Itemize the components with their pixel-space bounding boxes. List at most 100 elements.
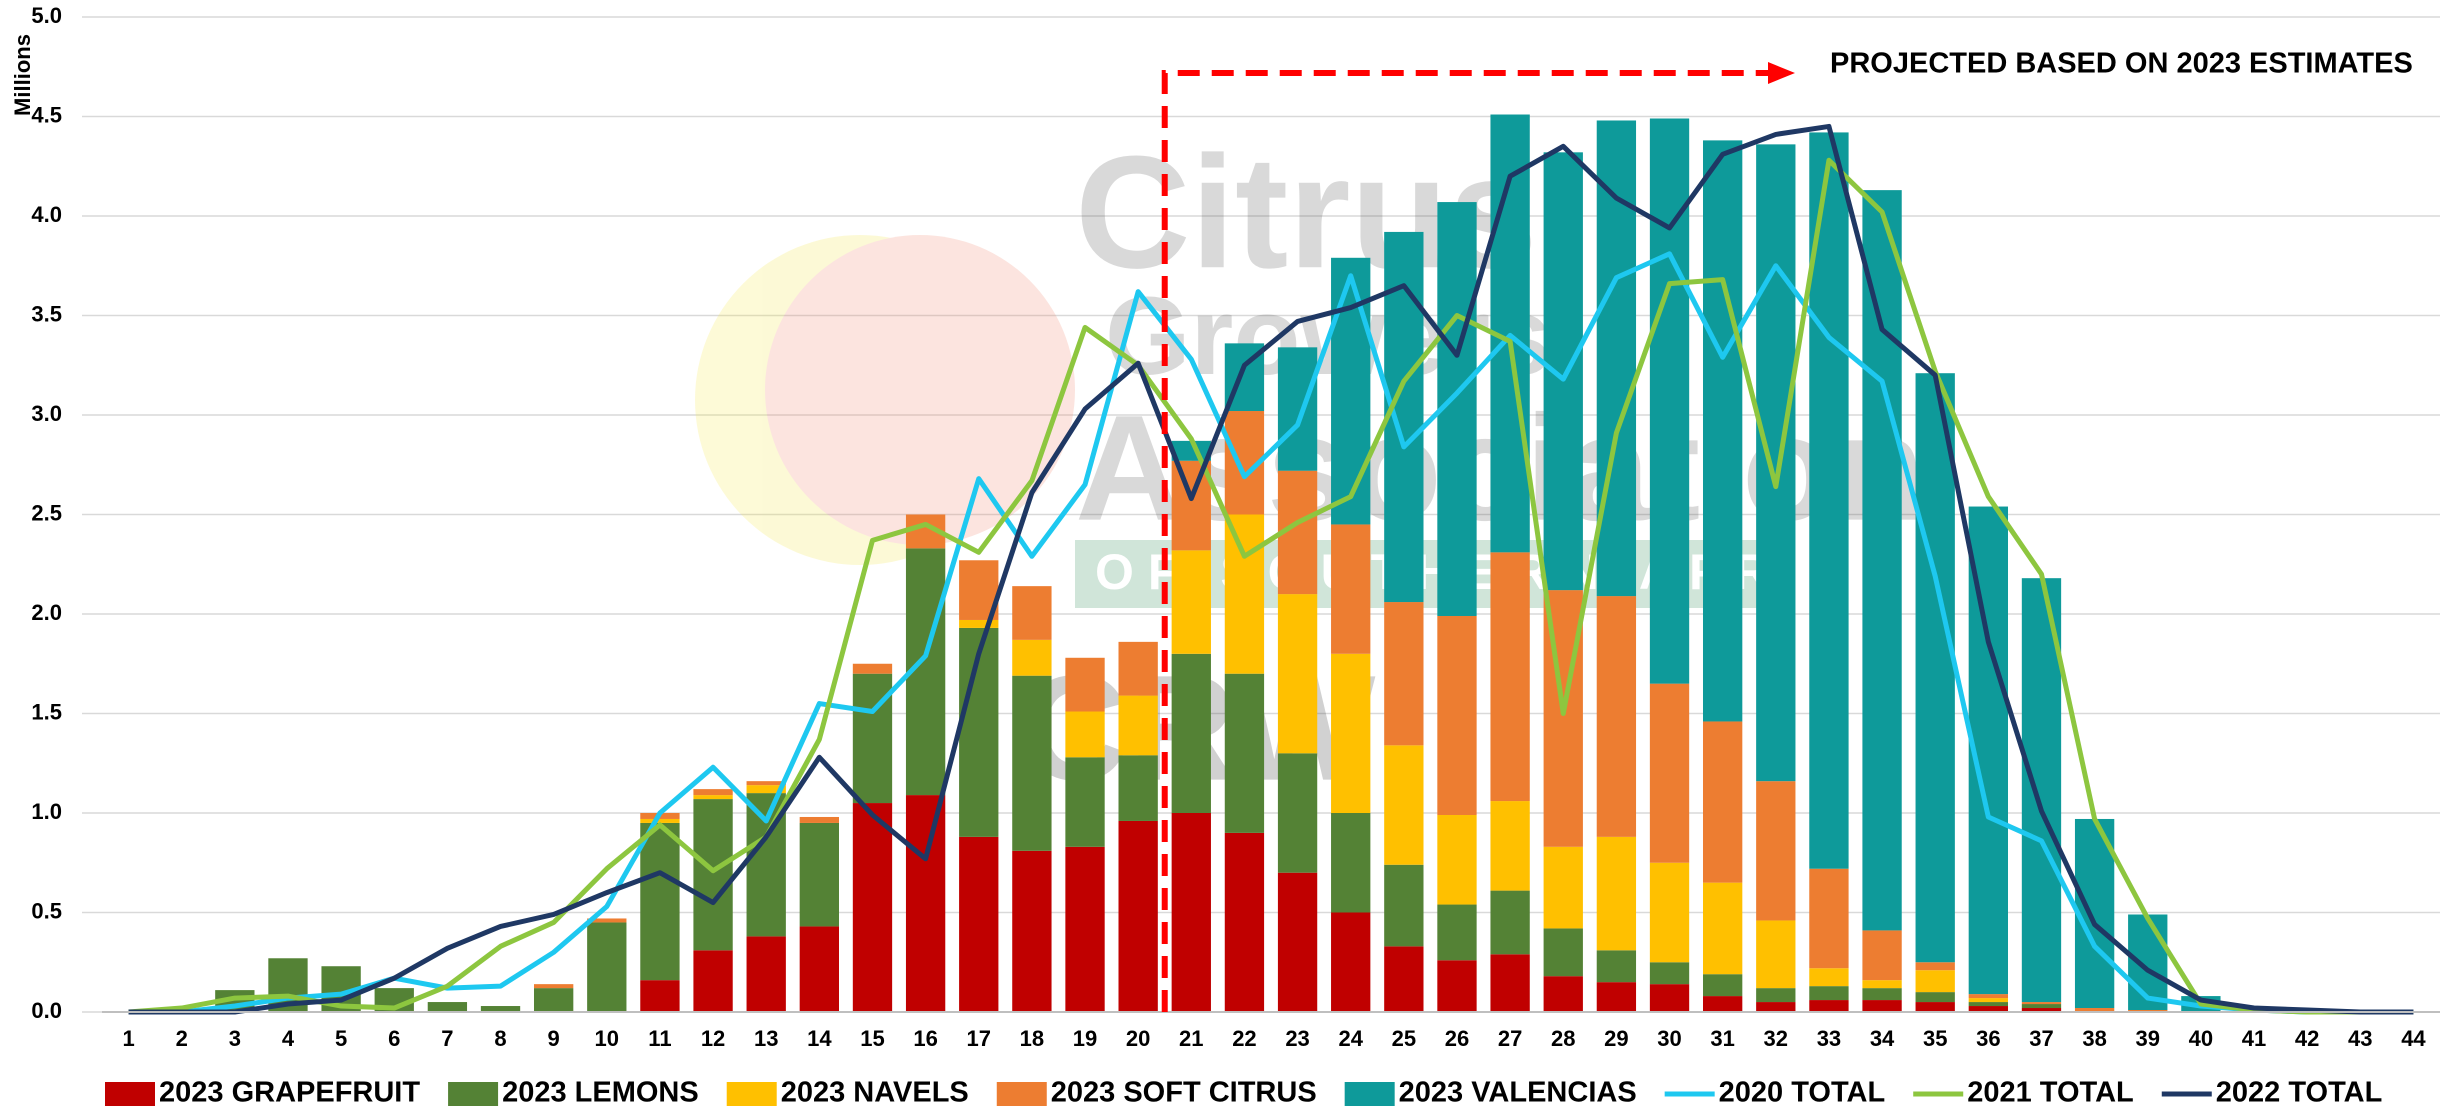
bar: [1225, 674, 1264, 833]
bar: [906, 795, 945, 1012]
bar: [1065, 712, 1104, 758]
x-tick-label: 28: [1551, 1026, 1575, 1051]
x-tick-label: 38: [2082, 1026, 2106, 1051]
x-tick-label: 3: [229, 1026, 241, 1051]
bar: [693, 950, 732, 1012]
bar: [1916, 373, 1955, 962]
bar: [800, 823, 839, 926]
y-tick-label: 1.5: [31, 699, 62, 724]
bar: [1650, 984, 1689, 1012]
bar: [587, 922, 626, 1012]
legend-label: 2023 LEMONS: [502, 1077, 699, 1109]
projection-arrow: [1768, 62, 1795, 84]
bar: [1809, 968, 1848, 986]
bar: [1597, 596, 1636, 837]
x-tick-label: 25: [1392, 1026, 1416, 1051]
legend-swatch: [1345, 1082, 1395, 1106]
x-tick-label: 39: [2136, 1026, 2160, 1051]
legend-label: 2023 GRAPEFRUIT: [159, 1077, 420, 1109]
bar: [1756, 988, 1795, 1002]
bar: [1172, 550, 1211, 653]
bar: [1065, 847, 1104, 1012]
bar: [640, 819, 679, 823]
bar: [1278, 873, 1317, 1012]
bar: [1437, 905, 1476, 961]
bar: [1650, 863, 1689, 963]
bar: [853, 674, 892, 803]
bar: [1916, 962, 1955, 970]
bar: [1597, 120, 1636, 596]
bar: [1969, 994, 2008, 998]
bar: [640, 823, 679, 980]
x-tick-label: 16: [913, 1026, 937, 1051]
y-tick-label: 4.0: [31, 202, 62, 227]
bar: [1756, 920, 1795, 988]
legend-label: 2023 VALENCIAS: [1399, 1077, 1637, 1109]
x-tick-label: 36: [1976, 1026, 2000, 1051]
bar: [1118, 821, 1157, 1012]
x-tick-label: 18: [1020, 1026, 1044, 1051]
y-tick-label: 2.0: [31, 600, 62, 625]
bar: [1490, 891, 1529, 955]
x-tick-label: 7: [441, 1026, 453, 1051]
bar: [1650, 118, 1689, 683]
bar: [1916, 1002, 1955, 1012]
y-tick-label: 5.0: [31, 3, 62, 28]
x-tick-label: 20: [1126, 1026, 1150, 1051]
bar: [1384, 946, 1423, 1012]
x-tick-label: 14: [807, 1026, 832, 1051]
bar: [1862, 988, 1901, 1000]
bar: [1756, 781, 1795, 920]
bar: [693, 789, 732, 795]
x-tick-label: 23: [1285, 1026, 1309, 1051]
y-tick-label: 4.5: [31, 102, 62, 127]
x-tick-label: 17: [967, 1026, 991, 1051]
bar: [1703, 883, 1742, 975]
bar: [1278, 753, 1317, 872]
x-tick-label: 27: [1498, 1026, 1522, 1051]
y-tick-label: 3.5: [31, 301, 62, 326]
legend-swatch: [105, 1082, 155, 1106]
bar: [1012, 676, 1051, 851]
bar: [1331, 813, 1370, 913]
bar: [747, 936, 786, 1012]
bar: [1437, 616, 1476, 815]
x-tick-label: 42: [2295, 1026, 2319, 1051]
bar: [1809, 869, 1848, 969]
bar: [1065, 658, 1104, 712]
annotation: PROJECTED BASED ON 2023 ESTIMATES: [1830, 48, 2413, 80]
x-tick-label: 10: [595, 1026, 619, 1051]
bar: [1331, 654, 1370, 813]
bar: [1544, 847, 1583, 929]
bar: [1278, 347, 1317, 470]
x-tick-label: 44: [2401, 1026, 2426, 1051]
x-tick-label: 26: [1445, 1026, 1469, 1051]
x-tick-label: 9: [548, 1026, 560, 1051]
bar: [1490, 552, 1529, 801]
bar: [1225, 833, 1264, 1012]
y-tick-label: 3.0: [31, 401, 62, 426]
x-tick-label: 29: [1604, 1026, 1628, 1051]
x-tick-label: 12: [701, 1026, 725, 1051]
legend-swatch: [448, 1082, 498, 1106]
bar: [1172, 654, 1211, 813]
bar: [1969, 998, 2008, 1002]
x-tick-label: 2: [176, 1026, 188, 1051]
bar: [1384, 865, 1423, 947]
bar: [1544, 152, 1583, 590]
bar: [1384, 602, 1423, 745]
bar: [1969, 1002, 2008, 1006]
bar: [428, 1002, 467, 1012]
bar: [1756, 144, 1795, 781]
bar: [1118, 642, 1157, 696]
legend-label: 2023 NAVELS: [781, 1077, 969, 1109]
bar: [1703, 721, 1742, 882]
bar: [800, 926, 839, 1012]
legend-label: 2020 TOTAL: [1719, 1077, 1886, 1109]
x-tick-label: 32: [1764, 1026, 1788, 1051]
bar: [640, 980, 679, 1012]
bar: [1650, 684, 1689, 863]
x-tick-label: 40: [2189, 1026, 2213, 1051]
x-tick-label: 41: [2242, 1026, 2266, 1051]
y-tick-label: 1.0: [31, 799, 62, 824]
